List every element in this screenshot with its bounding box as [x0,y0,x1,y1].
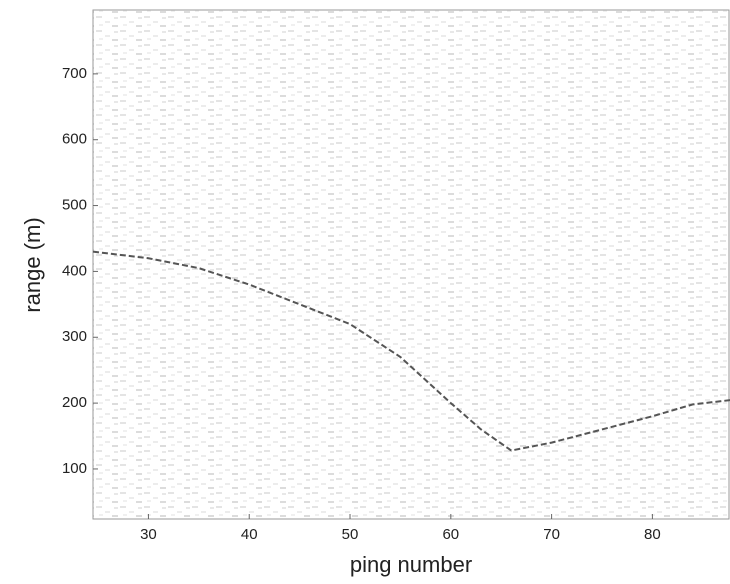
y-tick-label: 200 [62,394,87,411]
x-tick-label: 60 [442,526,459,543]
y-tick-label: 400 [62,262,87,279]
x-axis-label: ping number [350,552,472,577]
x-tick-label: 30 [140,526,157,543]
y-tick-label: 100 [62,460,87,477]
plot-area [92,9,730,520]
y-tick-label: 600 [62,131,87,148]
x-tick-label: 70 [543,526,560,543]
y-tick-label: 700 [62,65,87,82]
x-tick-label: 80 [644,526,661,543]
y-tick-label: 500 [62,197,87,214]
y-tick-label: 300 [62,328,87,345]
y-axis-label: range (m) [20,217,45,312]
x-tick-label: 40 [241,526,258,543]
x-tick-label: 50 [342,526,359,543]
track-line [92,250,730,452]
